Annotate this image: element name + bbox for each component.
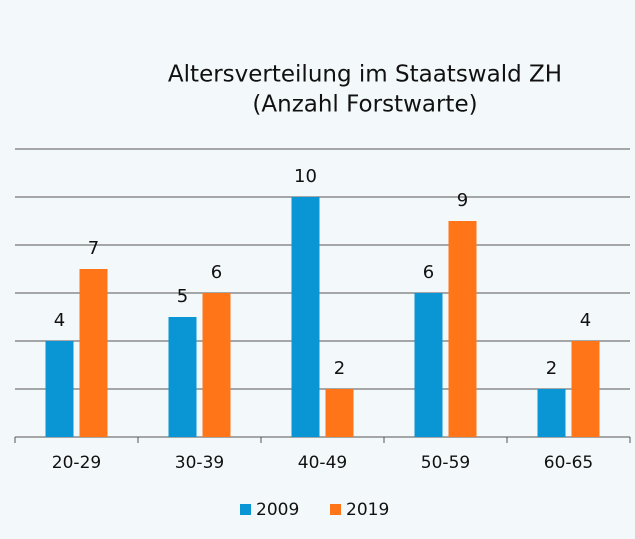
x-tick-label: 60-65	[544, 453, 593, 473]
data-label: 2	[334, 358, 345, 379]
bar	[414, 293, 443, 437]
bar	[202, 293, 231, 437]
legend-label: 2019	[346, 500, 389, 520]
chart-subtitle: (Anzahl Forstwarte)	[252, 92, 477, 118]
x-tick-label: 20-29	[52, 453, 101, 473]
data-label: 9	[457, 190, 468, 211]
bar	[537, 389, 566, 437]
data-label: 5	[177, 286, 188, 307]
legend-swatch	[330, 504, 341, 515]
bar	[79, 269, 108, 437]
chart-title: Altersverteilung im Staatswald ZH	[168, 62, 562, 88]
bar	[325, 389, 354, 437]
legend-label: 2009	[256, 500, 299, 520]
x-tick-label: 50-59	[421, 453, 470, 473]
bar	[291, 197, 320, 437]
data-label: 4	[580, 310, 591, 331]
data-label: 7	[88, 238, 99, 259]
x-tick-label: 40-49	[298, 453, 347, 473]
data-label: 2	[546, 358, 557, 379]
bar	[168, 317, 197, 437]
data-label: 10	[294, 166, 317, 187]
data-label: 6	[211, 262, 222, 283]
data-label: 6	[423, 262, 434, 283]
bar	[45, 341, 74, 437]
x-tick-label: 30-39	[175, 453, 224, 473]
legend-swatch	[240, 504, 251, 515]
bar	[448, 221, 477, 437]
data-label: 4	[54, 310, 65, 331]
bar	[571, 341, 600, 437]
